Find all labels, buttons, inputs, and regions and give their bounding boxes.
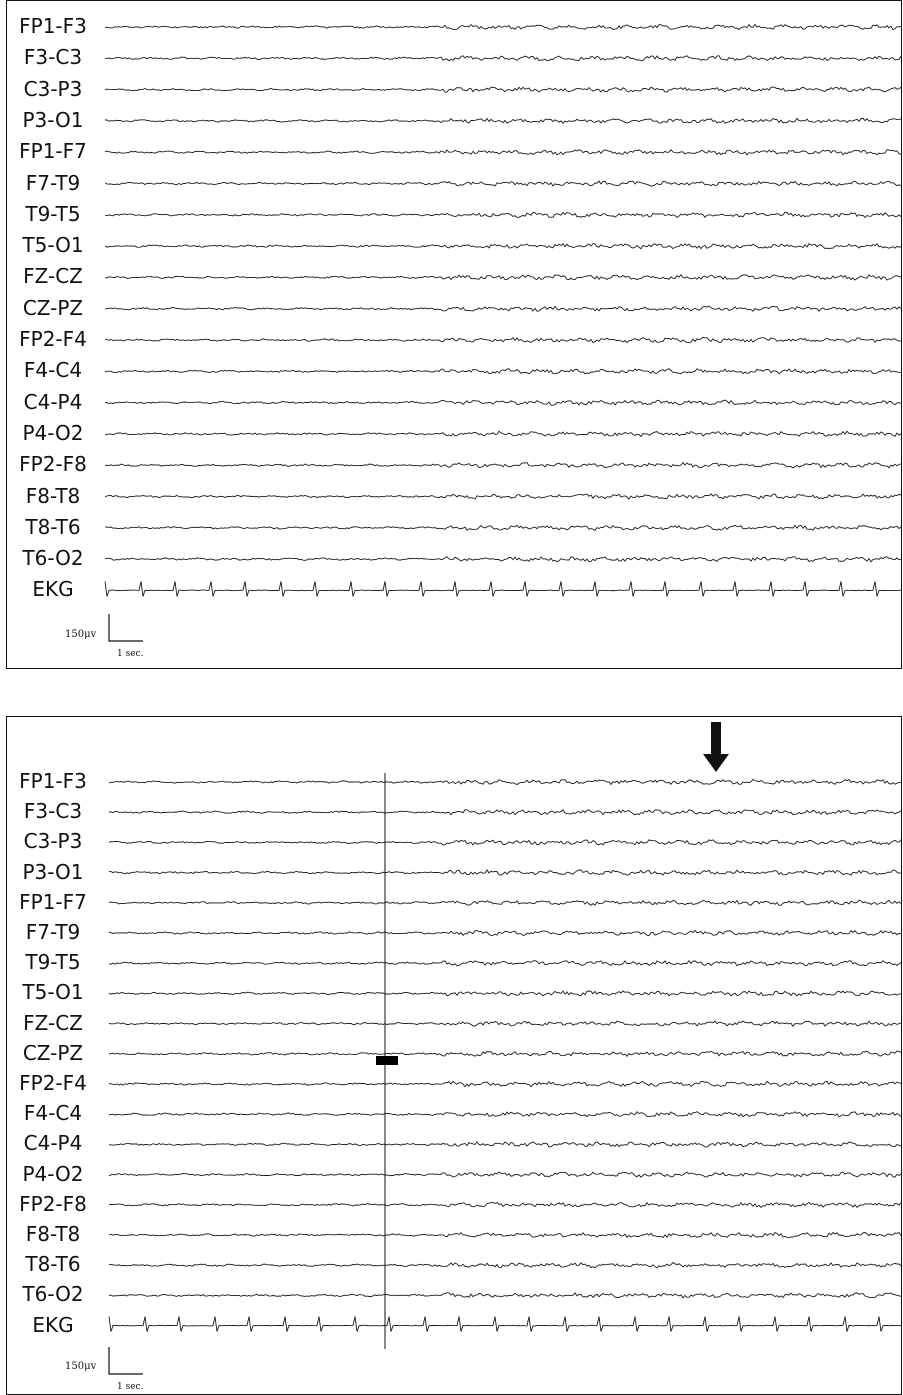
eeg-trace	[108, 1201, 901, 1209]
eeg-trace	[104, 180, 901, 187]
eeg-trace	[104, 23, 901, 31]
channel-label: F7-T9	[25, 920, 81, 944]
calibration-bar-top	[108, 614, 143, 642]
eeg-traces-top	[104, 23, 901, 597]
channel-label: T9-T5	[25, 950, 81, 975]
channel-label: CZ-PZ	[22, 295, 84, 320]
channel-label: F4-C4	[23, 358, 83, 383]
eeg-traces-bottom	[108, 778, 901, 1332]
channel-label: F3-C3	[23, 45, 83, 70]
channel-label: FZ-CZ	[23, 1010, 83, 1035]
channel-label: FP2-F8	[19, 1191, 87, 1216]
channel-label: C3-P3	[23, 829, 83, 854]
eeg-trace	[108, 1020, 901, 1027]
channel-label: F4-C4	[23, 1101, 83, 1126]
calibration-bar-bottom	[108, 773, 398, 1375]
eeg-trace	[104, 149, 901, 156]
channel-label: F8-T8	[25, 483, 81, 508]
channel-label: EKG	[32, 1312, 74, 1337]
channel-label: FP1-F7	[19, 139, 87, 164]
event-marker-block	[376, 1056, 398, 1065]
calibration-time-bottom: 1 sec.	[117, 1382, 144, 1392]
eeg-trace	[104, 461, 901, 469]
eeg-trace	[108, 929, 901, 937]
channel-label: T9-T5	[25, 201, 81, 226]
eeg-trace	[108, 1080, 901, 1088]
channel-label: FP1-F3	[19, 769, 87, 793]
eeg-trace	[108, 1141, 901, 1148]
eeg-trace	[104, 273, 901, 281]
eeg-trace	[108, 1171, 901, 1178]
eeg-trace	[108, 990, 901, 997]
eeg-trace	[104, 86, 901, 93]
eeg-trace	[104, 556, 901, 563]
eeg-trace	[108, 1292, 901, 1299]
eeg-trace	[109, 1262, 901, 1269]
channel-label: C3-P3	[23, 76, 83, 101]
channel-label: FP1-F7	[19, 889, 87, 914]
channel-label: T5-O1	[22, 980, 84, 1005]
eeg-trace	[104, 243, 901, 250]
channel-label: P4-O2	[22, 1161, 84, 1186]
eeg-panel-top: FP1-F3 F3-C3 C3-P3 P3-O1 FP1-F7 F7-T9 T9-T5 T5-…	[6, 0, 902, 669]
calibration-amplitude-bottom: 150μv	[65, 1361, 97, 1372]
eeg-trace	[104, 117, 901, 124]
channel-label: EKG	[32, 577, 74, 602]
channel-label: P3-O1	[22, 859, 84, 884]
eeg-trace	[109, 869, 901, 876]
eeg-trace	[104, 55, 901, 62]
channel-label: P3-O1	[22, 107, 84, 132]
down-arrow-icon	[703, 722, 729, 772]
channel-label: F7-T9	[25, 170, 81, 195]
channel-label: F8-T8	[25, 1222, 81, 1246]
eeg-trace	[104, 581, 901, 597]
eeg-trace	[104, 368, 901, 375]
channel-label: T6-O2	[22, 1282, 84, 1307]
eeg-trace	[108, 839, 901, 846]
eeg-trace	[108, 899, 901, 906]
eeg-trace	[108, 959, 901, 967]
eeg-trace	[109, 809, 901, 816]
eeg-trace	[104, 305, 901, 312]
channel-label: F3-C3	[23, 799, 83, 824]
channel-label: FZ-CZ	[23, 264, 83, 289]
calibration-amplitude-top: 150μv	[65, 629, 97, 640]
channel-label: C4-P4	[23, 389, 83, 414]
eeg-trace	[104, 211, 901, 219]
channel-label: T8-T6	[25, 1252, 81, 1277]
eeg-trace	[108, 1316, 901, 1332]
channel-label: T5-O1	[22, 233, 84, 258]
eeg-trace	[104, 336, 901, 344]
eeg-trace	[104, 524, 901, 531]
eeg-trace	[104, 430, 901, 438]
channel-label: CZ-PZ	[22, 1040, 84, 1065]
eeg-trace	[108, 778, 901, 786]
eeg-trace	[104, 399, 901, 406]
eeg-trace	[108, 1050, 901, 1058]
channel-label: P4-O2	[22, 420, 84, 445]
channel-label: FP1-F3	[19, 14, 87, 38]
calibration-time-top: 1 sec.	[117, 649, 144, 659]
channel-label: FP2-F4	[19, 1071, 87, 1095]
channel-label: FP2-F4	[19, 327, 87, 351]
channel-label: T8-T6	[25, 514, 81, 539]
eeg-trace	[108, 1231, 901, 1239]
channel-label: T6-O2	[22, 546, 84, 571]
eeg-trace	[108, 1111, 901, 1118]
channel-label: C4-P4	[23, 1131, 83, 1156]
eeg-panel-bottom: FP1-F3 F3-C3 C3-P3 P3-O1 FP1-F7 F7-T9 T9-T5 T5-…	[6, 716, 902, 1395]
channel-label: FP2-F8	[19, 452, 87, 477]
eeg-trace	[104, 493, 901, 500]
